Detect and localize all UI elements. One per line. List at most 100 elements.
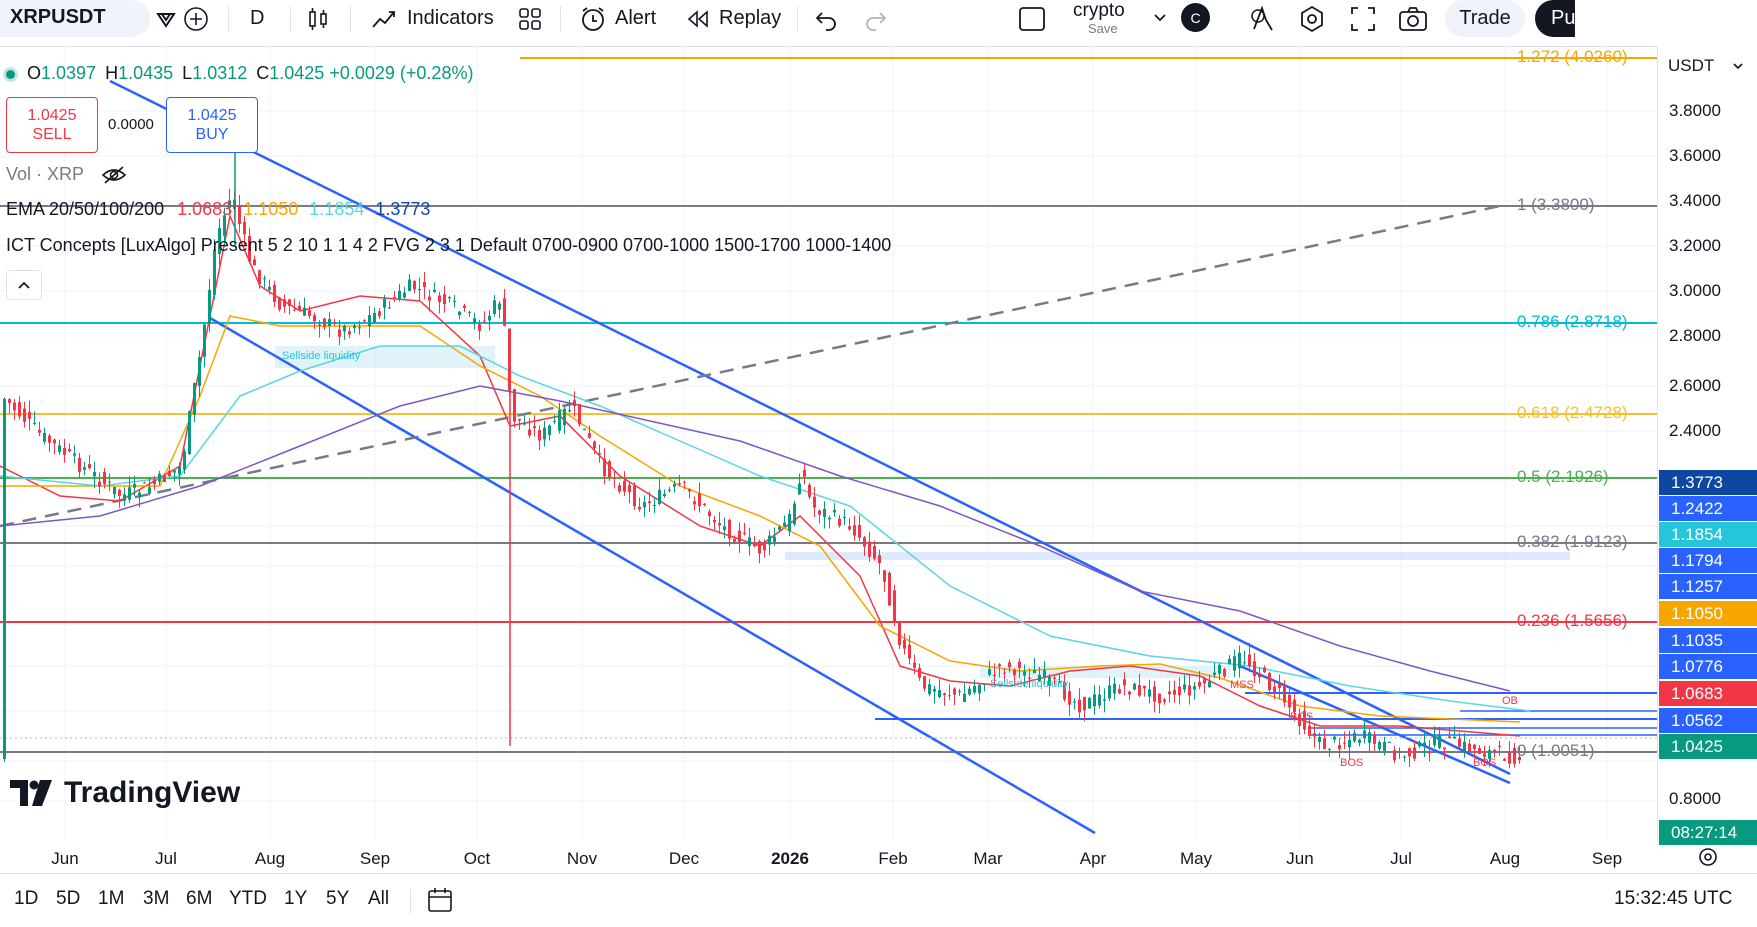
range-button-5d[interactable]: 5D [56,888,81,909]
channel-lower-line [1239,664,1511,785]
candle-body [973,685,976,693]
fullscreen-icon[interactable] [1348,4,1378,34]
templates-icon[interactable] [516,5,544,33]
chart-pane[interactable] [0,46,1657,841]
candle-body [1353,732,1356,742]
price-tick-label: 3.6000 [1669,146,1721,165]
candle-body [88,464,91,469]
high-value: 1.0435 [118,63,174,83]
candle-body [953,688,956,695]
settings-gear-icon[interactable] [1297,4,1327,34]
sell-button[interactable]: 1.0425 SELL [6,97,98,153]
time-axis-settings-icon[interactable] [1696,845,1720,869]
candle-body [898,622,901,646]
quick-search-icon[interactable] [1246,4,1276,34]
candle-body [1183,684,1186,690]
candle-body [1188,685,1191,696]
symbol-search[interactable]: XRPUSDT [0,0,176,37]
price-chart[interactable] [0,46,1657,841]
candle-body [1103,699,1106,701]
replay-button[interactable]: Replay [719,7,782,29]
indicators-button[interactable]: Indicators [407,7,494,29]
price-tick-label: 2.4000 [1669,421,1721,440]
range-button-1d[interactable]: 1D [14,888,39,909]
candle-body [488,315,491,321]
buy-button[interactable]: 1.0425 BUY [166,97,258,153]
candle-type-icon[interactable] [304,5,332,33]
range-button-1m[interactable]: 1M [98,888,125,909]
candle-body [688,489,691,492]
candle-body [1018,661,1021,669]
candle-body [313,315,316,322]
candle-body [1198,681,1201,687]
candle-body [573,400,576,407]
camera-icon[interactable] [1397,4,1429,34]
divider [228,6,229,32]
candle-body [1358,739,1361,743]
add-symbol-icon[interactable] [153,6,179,32]
time-axis[interactable]: Jun Jul Aug Sep Oct Nov Dec 2026 Feb Mar Apr May Jun… [0,841,1717,873]
volume-legend: Vol · XRP [6,164,127,185]
candle-body [198,357,201,387]
trade-button[interactable]: Trade [1445,0,1525,37]
range-button-3m[interactable]: 3M [143,888,170,909]
candle-body [628,484,631,493]
candle-body [623,480,626,492]
candle-body [538,429,541,441]
eye-hidden-icon[interactable] [101,165,127,185]
candle-body [113,487,116,495]
candle-body [563,408,566,426]
range-button-all[interactable]: All [368,888,390,909]
candle-body [668,489,671,491]
clock[interactable]: 15:32:45 UTC [1614,888,1733,909]
time-tick-label: Dec [668,849,700,868]
compare-plus-icon[interactable] [182,5,210,33]
collapse-legend-button[interactable] [6,270,42,300]
range-button-1y[interactable]: 1Y [284,888,308,909]
price-tag: 1.0776 [1659,654,1757,679]
candle-body [153,479,156,484]
range-button-5y[interactable]: 5Y [326,888,350,909]
candle-body [238,205,241,225]
candle-body [1518,756,1521,761]
candle-body [528,429,531,436]
candle-body [848,526,851,530]
candle-body [318,324,321,327]
range-button-6m[interactable]: 6M [186,888,213,909]
redo-icon[interactable] [862,5,890,33]
candle-body [73,453,76,456]
candle-body [1293,699,1296,712]
publish-button[interactable]: Pu [1535,0,1575,37]
interval-button[interactable]: D [250,7,265,29]
range-button-ytd[interactable]: YTD [229,888,267,909]
date-range-icon[interactable] [426,886,456,914]
avatar[interactable]: C [1181,3,1210,32]
replay-icon[interactable] [684,5,712,33]
candle-body [513,389,516,422]
price-tick-label: 3.8000 [1669,101,1721,120]
candle-body [698,493,701,507]
alert-icon[interactable] [578,4,608,34]
candle-body [1008,662,1011,668]
layout-name[interactable]: crypto [1073,0,1125,21]
undo-icon[interactable] [812,5,840,33]
candle-body [1093,694,1096,707]
alert-button[interactable]: Alert [615,7,657,29]
candle-body [283,299,286,307]
candle-body [923,676,926,689]
chevron-down-icon[interactable] [1151,9,1169,27]
candle-body [338,329,341,337]
currency-select[interactable]: USDT [1668,56,1744,76]
tradingview-logo[interactable]: TradingView [10,776,240,810]
candle-body [908,644,911,659]
candle-body [678,483,681,485]
indicators-icon[interactable] [370,5,398,33]
price-tag: 1.3773 [1659,470,1757,495]
ema50-value: 1.1050 [243,199,299,219]
fullscreen-box-icon[interactable] [1017,4,1047,34]
price-axis[interactable]: USDT 3.8000 3.6000 3.4000 3.2000 3.0000 2.800… [1657,46,1757,845]
candle-body [448,297,451,299]
candle-body [1088,697,1091,709]
trade-label: Trade [1459,7,1511,29]
candle-body [598,453,601,455]
